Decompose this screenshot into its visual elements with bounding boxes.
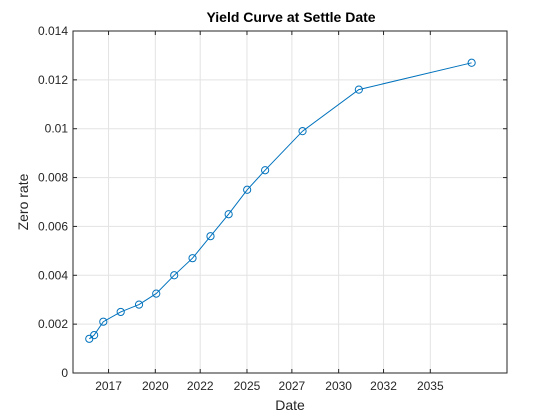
x-tick-label: 2032 [370, 379, 397, 393]
x-tick-label: 2017 [95, 379, 122, 393]
data-point-marker [99, 317, 108, 326]
series-group [85, 58, 476, 343]
data-point-marker [90, 331, 99, 340]
data-point-marker [188, 254, 197, 263]
x-tick-label: 2035 [417, 379, 444, 393]
x-tick-label: 2022 [187, 379, 214, 393]
data-point-marker [354, 85, 363, 94]
plot-area-frame [72, 30, 508, 374]
data-point-marker [467, 58, 476, 67]
x-tick-label: 2025 [234, 379, 261, 393]
data-point-marker [170, 271, 179, 280]
data-point-marker [206, 232, 215, 241]
y-tick-labels: 0 0.002 0.004 0.006 0.008 0.01 0.012 0.014 [38, 24, 68, 380]
x-tick-labels: 2017 2020 2022 2025 2027 2030 2032 2035 [95, 379, 444, 393]
data-point-marker [116, 307, 125, 317]
x-tick-label: 2027 [279, 379, 306, 393]
series-line [88, 62, 472, 340]
data-point-marker [152, 289, 161, 298]
data-point-marker [298, 127, 307, 136]
y-tick-label: 0.012 [38, 73, 68, 87]
y-tick-label: 0.01 [45, 122, 69, 136]
y-tick-label: 0 [61, 366, 68, 380]
data-point-marker [224, 210, 233, 219]
grid-lines [73, 31, 507, 373]
y-tick-label: 0.008 [38, 171, 68, 185]
y-tick-label: 0.002 [38, 317, 68, 331]
y-tick-label: 0.014 [38, 24, 68, 38]
data-point-marker [261, 166, 270, 175]
data-point-marker [243, 185, 252, 194]
x-axis-label: Date [275, 397, 305, 413]
y-tick-label: 0.006 [38, 219, 68, 233]
chart-title: Yield Curve at Settle Date [206, 9, 375, 25]
data-point-marker [134, 300, 144, 309]
y-tick-label: 0.004 [38, 268, 68, 282]
y-axis-label: Zero rate [15, 173, 31, 230]
axis-ticks [73, 30, 507, 374]
x-tick-label: 2030 [325, 379, 352, 393]
x-tick-label: 2020 [142, 379, 169, 393]
